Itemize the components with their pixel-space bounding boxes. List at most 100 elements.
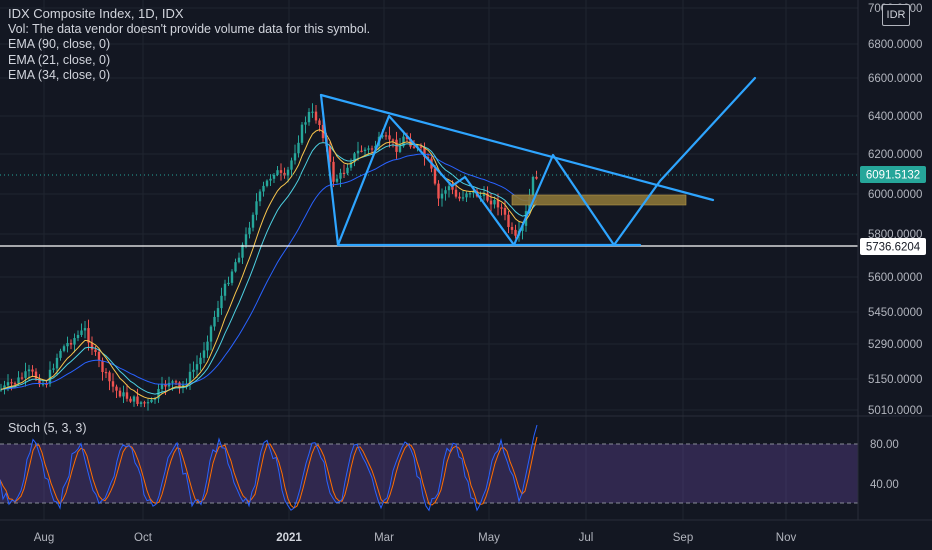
- candle-body: [94, 349, 97, 353]
- horizontal-level-badge: 5736.6204: [860, 238, 926, 255]
- candle-body: [146, 402, 150, 404]
- candle-body: [269, 178, 272, 181]
- candle-body: [486, 193, 489, 201]
- indicator-ema-90[interactable]: EMA (90, close, 0): [8, 37, 111, 51]
- candle-body: [314, 111, 318, 121]
- candle-body: [34, 371, 38, 379]
- candle-body: [55, 357, 59, 369]
- time-label-aug: Aug: [34, 532, 54, 544]
- candle-body: [290, 160, 293, 170]
- candle-body: [388, 135, 391, 140]
- candle-body: [24, 371, 27, 378]
- candle-body: [0, 389, 3, 391]
- candle-body: [108, 372, 111, 382]
- target-zone-rectangle[interactable]: [511, 194, 687, 206]
- candle-body: [136, 396, 139, 404]
- candle-body: [339, 172, 342, 179]
- indicator-ema-21[interactable]: EMA (21, close, 0): [8, 52, 111, 67]
- candle-body: [66, 343, 69, 347]
- candle-body: [20, 377, 24, 379]
- candle-body: [192, 369, 195, 372]
- candle-body: [160, 383, 164, 389]
- candle-body: [514, 229, 517, 236]
- candle-body: [90, 342, 94, 350]
- candle-body: [349, 162, 353, 168]
- symbol-title[interactable]: IDX Composite Index, 1D, IDX: [8, 6, 184, 21]
- time-label-jul: Jul: [579, 532, 594, 544]
- candle-body: [174, 381, 178, 383]
- zigzag-wave[interactable]: [319, 76, 757, 247]
- candle-body: [461, 197, 465, 199]
- candle-body: [97, 352, 101, 361]
- candle-body: [300, 124, 304, 143]
- candle-body: [10, 382, 13, 384]
- candle-body: [535, 176, 538, 179]
- candle-body: [318, 120, 321, 126]
- stoch-axis-80: 80.00: [870, 439, 899, 451]
- candle-body: [335, 178, 339, 182]
- candle-body: [6, 382, 10, 386]
- candle-body: [307, 111, 311, 123]
- candle-body: [62, 346, 66, 351]
- candle-body: [507, 214, 510, 228]
- candle-body: [272, 174, 276, 179]
- candle-body: [283, 172, 286, 176]
- candle-body: [76, 334, 80, 339]
- price-axis-label: 6000.0000: [868, 189, 922, 201]
- candle-body: [332, 161, 335, 182]
- candle-body: [13, 383, 17, 385]
- time-label-sep: Sep: [673, 532, 693, 544]
- candle-body: [304, 122, 307, 125]
- candle-body: [328, 146, 332, 162]
- stoch-axis-40: 40.00: [870, 479, 899, 491]
- candle-body: [48, 369, 52, 384]
- candle-body: [52, 368, 55, 370]
- price-axis-label: 6200.0000: [868, 149, 922, 161]
- pattern-drawings[interactable]: [319, 76, 757, 247]
- candle-body: [45, 383, 48, 385]
- candle-body: [531, 176, 535, 197]
- candle-body: [405, 136, 409, 139]
- currency-badge[interactable]: IDR: [882, 4, 910, 26]
- candle-body: [444, 190, 447, 194]
- candle-body: [251, 214, 255, 228]
- candle-body: [41, 383, 45, 385]
- candle-body: [367, 148, 370, 150]
- candle-body: [164, 383, 167, 387]
- stoch-indicator-label[interactable]: Stoch (5, 3, 3): [8, 421, 87, 435]
- candle-body: [171, 381, 174, 383]
- candle-body: [447, 186, 451, 191]
- candle-body: [465, 193, 468, 198]
- time-label-may: May: [478, 532, 500, 544]
- candle-body: [510, 227, 514, 230]
- candle-body: [104, 371, 108, 374]
- candle-body: [178, 382, 181, 388]
- time-axis[interactable]: Aug Oct 2021 Mar May Jul Sep Nov: [34, 532, 797, 544]
- candle-body: [17, 377, 20, 384]
- candle-body: [412, 146, 416, 148]
- candle-body: [360, 150, 363, 152]
- candle-body: [195, 364, 199, 370]
- candle-body: [419, 146, 423, 148]
- candle-body: [87, 328, 90, 343]
- candle-body: [346, 167, 349, 174]
- price-axis-label: 6400.0000: [868, 111, 922, 123]
- candle-body: [342, 172, 346, 175]
- current-price-value: 6091.5132: [866, 170, 920, 182]
- candle-body: [237, 257, 241, 263]
- candle-body: [479, 196, 482, 198]
- indicator-ema-34[interactable]: EMA (34, close, 0): [8, 68, 111, 82]
- price-axis[interactable]: 7000.00006800.00006600.00006400.00006200…: [868, 3, 922, 417]
- stoch-band: [0, 444, 858, 503]
- candle-body: [402, 136, 405, 147]
- candle-body: [241, 244, 244, 258]
- candle-body: [220, 295, 223, 309]
- price-axis-label: 5450.0000: [868, 307, 922, 319]
- candle-body: [69, 343, 73, 345]
- price-axis-label: 5010.0000: [868, 405, 922, 417]
- candle-body: [129, 398, 132, 402]
- price-axis-label: 5150.0000: [868, 374, 922, 386]
- candle-body: [244, 234, 248, 245]
- descending-trendline[interactable]: [319, 93, 715, 202]
